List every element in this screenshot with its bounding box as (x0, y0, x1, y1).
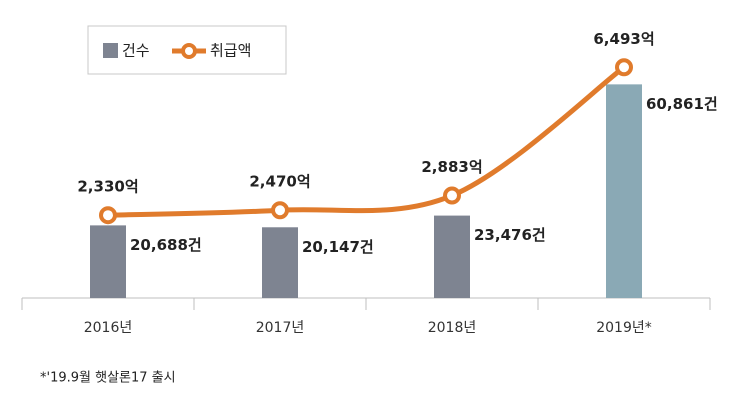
legend-swatch (103, 43, 118, 58)
line-value-label: 2,470억 (249, 173, 310, 191)
bar (434, 215, 470, 298)
line-value-label: 2,883억 (421, 158, 482, 176)
line-marker (99, 206, 117, 225)
line-marker (443, 186, 461, 205)
legend-label: 건수 (122, 42, 150, 60)
x-tick-label: 2017년 (256, 320, 305, 336)
x-tick-label: 2016년 (84, 320, 133, 336)
bar (262, 227, 298, 298)
bar (606, 84, 642, 298)
bar-value-label: 20,147건 (302, 238, 374, 256)
legend-label: 취급액 (210, 42, 251, 60)
legend-swatch (181, 43, 197, 59)
line-value-label: 2,330억 (77, 178, 138, 196)
line-value-label: 6,493억 (593, 30, 654, 48)
bar-value-label: 23,476건 (474, 226, 546, 244)
x-tick-label: 2018년 (428, 320, 477, 336)
bar (90, 225, 126, 298)
bar-value-label: 60,861건 (646, 95, 718, 113)
x-tick-label: 2019년* (596, 320, 652, 336)
bar-value-label: 20,688건 (130, 236, 202, 254)
line-marker (615, 58, 633, 77)
line-marker (271, 201, 289, 220)
line (107, 65, 626, 218)
footnote: *'19.9월 햇살론17 출시 (40, 370, 176, 386)
